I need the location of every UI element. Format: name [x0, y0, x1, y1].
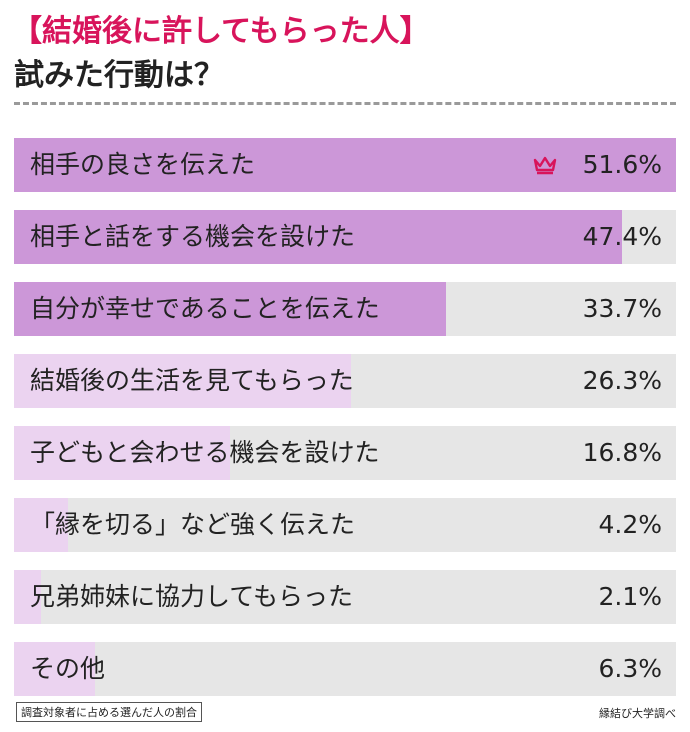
- source-credit: 縁結び大学調べ: [599, 707, 676, 720]
- value-label: 6.3%: [598, 654, 662, 683]
- bar-row: 相手と話をする機会を設けた 47.4%: [14, 210, 676, 264]
- category-label: 「縁を切る」など強く伝えた: [30, 510, 356, 539]
- category-label: 子どもと会わせる機会を設けた: [30, 438, 380, 467]
- bar: [14, 354, 351, 408]
- chart-title-line1: 【結婚後に許してもらった人】: [12, 14, 430, 49]
- bar: [14, 210, 622, 264]
- bar-row: 兄弟姉妹に協力してもらった 2.1%: [14, 570, 676, 624]
- bar: [14, 426, 230, 480]
- category-label: その他: [30, 654, 106, 683]
- value-label: 4.2%: [598, 510, 662, 539]
- category-label: 自分が幸せであることを伝えた: [30, 294, 380, 323]
- value-label: 51.6%: [582, 150, 662, 179]
- footnote: 調査対象者に占める選んだ人の割合: [16, 702, 202, 722]
- dashed-divider: [14, 102, 676, 105]
- bar: [14, 282, 446, 336]
- bar-row: 結婚後の生活を見てもらった 26.3%: [14, 354, 676, 408]
- value-label: 26.3%: [582, 366, 662, 395]
- bar: [14, 570, 41, 624]
- chart-title-line2: 試みた行動は？: [14, 58, 224, 93]
- category-label: 相手の良さを伝えた: [30, 150, 256, 179]
- value-label: 33.7%: [582, 294, 662, 323]
- bar-row: 自分が幸せであることを伝えた 33.7%: [14, 282, 676, 336]
- category-label: 兄弟姉妹に協力してもらった: [30, 582, 354, 611]
- value-label: 47.4%: [582, 222, 662, 251]
- bar: [14, 138, 676, 192]
- crown-icon: [533, 156, 557, 175]
- bar: [14, 498, 68, 552]
- bar-row: 相手の良さを伝えた 51.6%: [14, 138, 676, 192]
- category-label: 結婚後の生活を見てもらった: [30, 366, 354, 395]
- category-label: 相手と話をする機会を設けた: [30, 222, 356, 251]
- bar-row: 子どもと会わせる機会を設けた 16.8%: [14, 426, 676, 480]
- bar-row: その他 6.3%: [14, 642, 676, 696]
- value-label: 16.8%: [582, 438, 662, 467]
- bar: [14, 642, 95, 696]
- bar-row: 「縁を切る」など強く伝えた 4.2%: [14, 498, 676, 552]
- value-label: 2.1%: [598, 582, 662, 611]
